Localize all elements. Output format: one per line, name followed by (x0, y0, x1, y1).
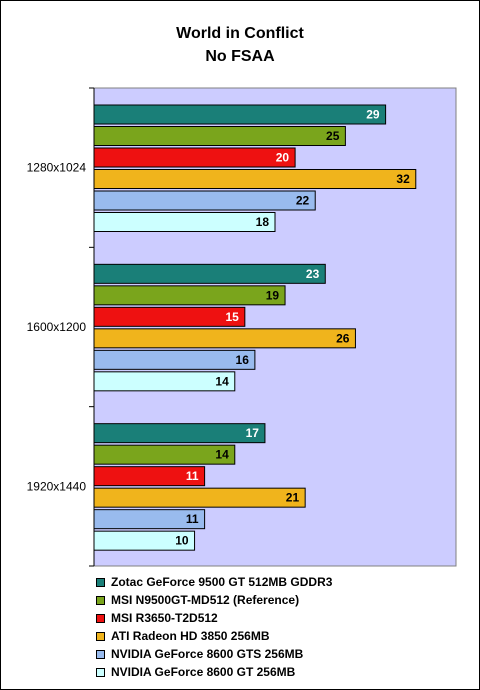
bar (93, 349, 256, 370)
bar (93, 263, 326, 284)
legend-label: MSI R3650-T2D512 (111, 611, 218, 625)
bar (93, 285, 286, 306)
data-label: 26 (336, 331, 350, 345)
bar (93, 126, 346, 146)
legend-swatch (96, 613, 105, 623)
legend-item: NVIDIA GeForce 8600 GT 256MB (96, 663, 332, 681)
bar (93, 371, 236, 392)
bar (93, 306, 246, 327)
data-label: 10 (175, 534, 189, 548)
plot-area (93, 87, 457, 567)
legend-label: NVIDIA GeForce 8600 GT 256MB (111, 665, 296, 679)
bar (93, 466, 206, 487)
bar (93, 487, 306, 508)
bar (93, 423, 266, 444)
data-label: 14 (215, 374, 229, 388)
legend-label: NVIDIA GeForce 8600 GTS 256MB (111, 647, 304, 661)
legend-swatch (96, 631, 105, 641)
category-label: 1920x1440 (27, 479, 87, 493)
data-label: 19 (266, 288, 280, 302)
legend-item: MSI R3650-T2D512 (96, 609, 332, 627)
data-label: 15 (225, 310, 239, 324)
data-label: 14 (215, 448, 229, 462)
bar (93, 444, 236, 465)
legend-swatch (96, 577, 105, 587)
bar (93, 509, 206, 530)
data-label: 32 (396, 172, 410, 186)
bar (93, 104, 387, 125)
bar (93, 212, 276, 232)
bar (93, 169, 417, 189)
data-label: 20 (276, 151, 290, 165)
chart-subtitle: No FSAA (205, 48, 275, 65)
legend-swatch (96, 667, 105, 677)
legend-item: Zotac GeForce 9500 GT 512MB GDDR3 (96, 573, 332, 591)
bar (93, 147, 296, 168)
chart-legend: Zotac GeForce 9500 GT 512MB GDDR3 MSI N95… (96, 573, 332, 681)
data-label: 23 (306, 267, 320, 281)
data-label: 21 (286, 491, 300, 505)
legend-swatch (96, 595, 105, 605)
data-label: 16 (236, 353, 250, 367)
legend-item: MSI N9500GT-MD512 (Reference) (96, 591, 332, 609)
bar (93, 530, 196, 551)
chart-title: World in Conflict (176, 25, 304, 42)
data-label: 25 (326, 129, 340, 143)
data-label: 22 (296, 194, 310, 208)
legend-label: MSI N9500GT-MD512 (Reference) (111, 593, 300, 607)
category-label: 1280x1024 (27, 161, 87, 175)
data-label: 11 (186, 512, 199, 526)
data-label: 17 (246, 426, 260, 440)
legend-item: NVIDIA GeForce 8600 GTS 256MB (96, 645, 332, 663)
legend-item: ATI Radeon HD 3850 256MB (96, 627, 332, 645)
data-label: 29 (366, 108, 380, 122)
data-label: 18 (256, 215, 270, 229)
bar (93, 328, 356, 349)
bar (93, 190, 316, 211)
legend-swatch (96, 649, 105, 659)
category-label: 1600x1200 (27, 320, 87, 334)
legend-label: Zotac GeForce 9500 GT 512MB GDDR3 (111, 575, 333, 589)
data-label: 11 (186, 469, 199, 483)
legend-label: ATI Radeon HD 3850 256MB (111, 629, 270, 643)
